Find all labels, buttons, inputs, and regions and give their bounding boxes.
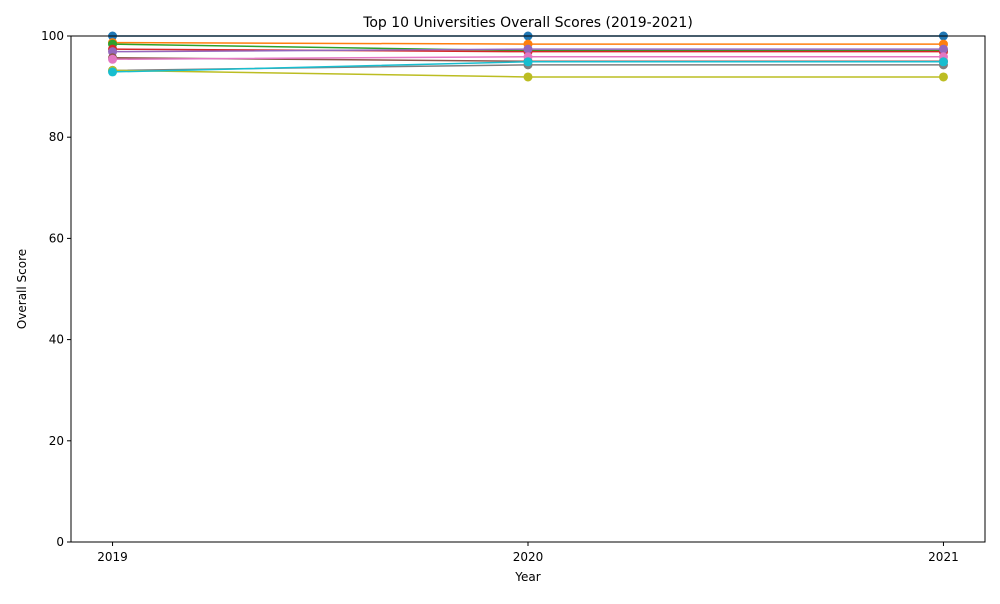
plot-area (108, 31, 948, 82)
data-point (523, 72, 533, 82)
plot-frame (70, 35, 986, 543)
x-axis-label: Year (514, 570, 540, 584)
series-7 (108, 52, 948, 64)
data-point (108, 67, 118, 77)
x-axis: 2019 2020 2021 (97, 542, 959, 564)
y-tick-label: 60 (49, 231, 64, 245)
data-point (938, 44, 948, 54)
y-axis: 0 20 40 60 80 100 (41, 29, 71, 549)
data-point (523, 57, 533, 67)
data-point (523, 44, 533, 54)
data-point (938, 72, 948, 82)
data-point (938, 57, 948, 67)
x-tick-label: 2021 (928, 550, 959, 564)
series-10 (108, 57, 948, 77)
y-tick-label: 100 (41, 29, 64, 43)
y-tick-label: 40 (49, 333, 64, 347)
y-tick-label: 20 (49, 434, 64, 448)
y-tick-label: 80 (49, 130, 64, 144)
x-tick-label: 2020 (513, 550, 544, 564)
chart-title: Top 10 Universities Overall Scores (2019… (362, 15, 693, 31)
x-tick-label: 2019 (97, 550, 128, 564)
data-point (108, 54, 118, 64)
y-axis-label: Overall Score (15, 249, 29, 329)
y-tick-label: 0 (56, 535, 64, 549)
